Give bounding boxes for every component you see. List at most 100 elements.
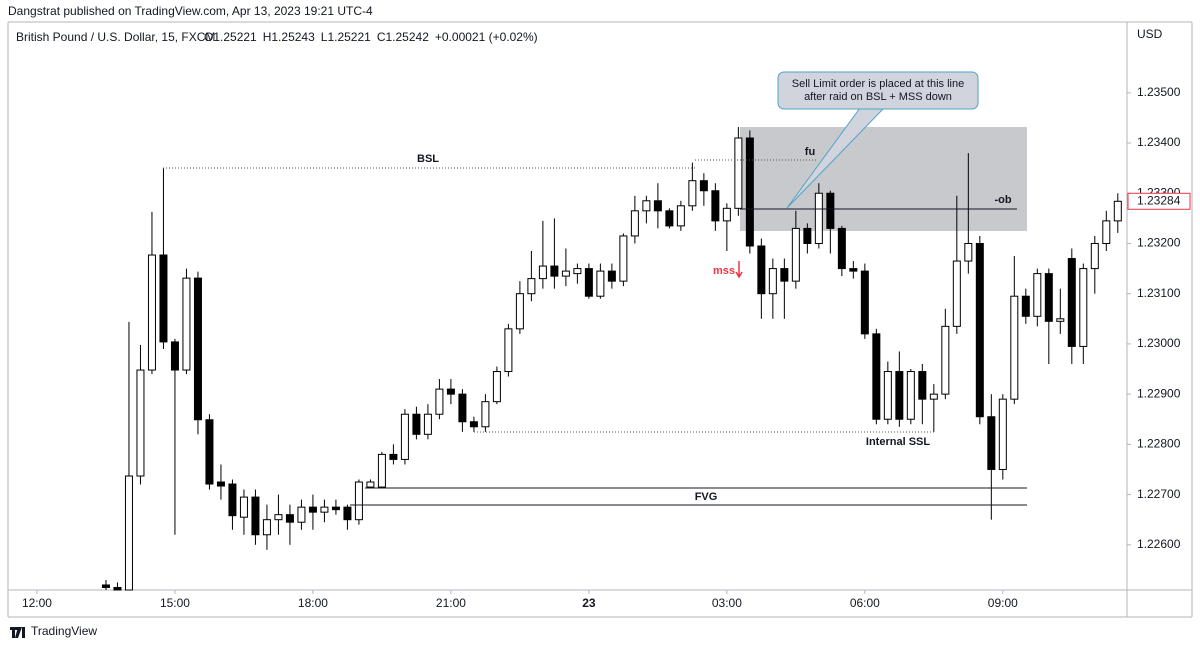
candle-body [136,369,145,477]
candle-body [860,270,869,335]
candle-body [182,277,191,371]
candle-body [538,265,547,280]
candle-body [665,210,674,227]
y-tick-label: 1.23500 [1137,85,1181,99]
candle-body [814,192,823,244]
x-tick-label: 12:00 [22,596,52,610]
last-price-tag [1127,192,1191,210]
candle-body [251,496,260,536]
candle-body [676,205,685,227]
candle-body [216,481,225,487]
candle-body [573,268,582,275]
y-tick-label: 1.22700 [1137,487,1181,501]
candle-body [435,388,444,415]
ob-label: -ob [994,194,1011,206]
candle-body [584,268,593,297]
x-tick-label: 09:00 [988,596,1018,610]
candle-body [699,180,708,192]
candle-body [998,398,1007,470]
header-value: C1.25242 [377,30,429,44]
candle-body [941,325,950,395]
callout-box [777,71,979,110]
candle-body [124,475,133,591]
header-value: L1.25221 [321,30,371,44]
y-tick-label: 1.23200 [1137,236,1181,250]
candle-body [423,413,432,435]
callout-line: after raid on BSL + MSS down [804,91,952,103]
candle-body [159,254,168,343]
header-value: O1.25221 [204,30,257,44]
symbol-title: British Pound / U.S. Dollar, 15, FXCM [16,30,215,44]
candle-body [596,270,605,297]
candle-body [1033,273,1042,317]
axes: 1.22600 1.22700 1.22800 1.22900 1.23000 1.231… [22,85,1191,610]
candle-body [975,242,984,418]
x-tick-label: 15:00 [160,596,190,610]
candle-body [745,137,754,247]
header-value: H1.25243 [263,30,315,44]
candle-body [722,207,731,222]
candle-body [147,254,156,371]
candle-body [1056,318,1065,322]
candle-body [239,496,248,518]
candle-body [826,192,835,229]
candle-body [883,371,892,420]
mss-label: mss [713,265,735,277]
candle-body [734,137,743,209]
published-by: Dangstrat published on TradingView.com, … [8,4,373,18]
candle-body [1102,220,1111,244]
y-tick-label: 1.23400 [1137,135,1181,149]
candle-body [768,268,777,295]
candle-body [1079,268,1088,347]
candle-body [803,227,812,244]
candle-body [446,388,455,395]
candle-body [1021,295,1030,317]
header-value: +0.00021 (+0.02%) [435,30,538,44]
candle-body [458,393,467,423]
candle-body [481,401,490,428]
candle-body [366,481,375,488]
candle-body [791,227,800,282]
candle-body [550,265,559,277]
candle-body [1010,295,1019,400]
candle-body [653,200,662,212]
candle-body [1090,242,1099,270]
brand: TradingView [31,624,97,638]
fvg-label: FVG [695,491,718,503]
candle-body [262,519,271,536]
candle-body [711,190,720,222]
candle-body [929,393,938,400]
candle-body [1113,200,1122,222]
candle-body [619,235,628,282]
mss-arrow [735,261,743,279]
candles [101,126,1122,591]
header-values: O1.25221 H1.25243 L1.25221 C1.25242 +0.00021… [204,30,538,44]
y-tick-label: 1.23000 [1137,336,1181,350]
candle-body [688,180,697,207]
candle-body [918,371,927,400]
candle-body [308,506,317,513]
candle-body [389,453,398,460]
candle-body [872,333,881,420]
candle-body [331,506,340,511]
candle-body [377,453,386,488]
brand-logo [10,627,25,638]
y-axis-label: USD [1137,27,1163,41]
candle-body [780,268,789,282]
candle-body [354,481,363,521]
x-tick-label: 18:00 [298,596,328,610]
candle-body [757,245,766,295]
bsl-label: BSL [417,153,439,165]
candle-body [895,371,904,420]
x-tick-label: 03:00 [712,596,742,610]
candle-body [492,371,501,403]
candle-body [101,584,110,588]
candle-body [297,506,306,523]
candle-body [630,210,639,237]
candle-body [964,242,973,262]
candle-body [642,200,651,212]
last-price-label: 1.23284 [1137,193,1181,207]
candle-body [837,227,846,270]
